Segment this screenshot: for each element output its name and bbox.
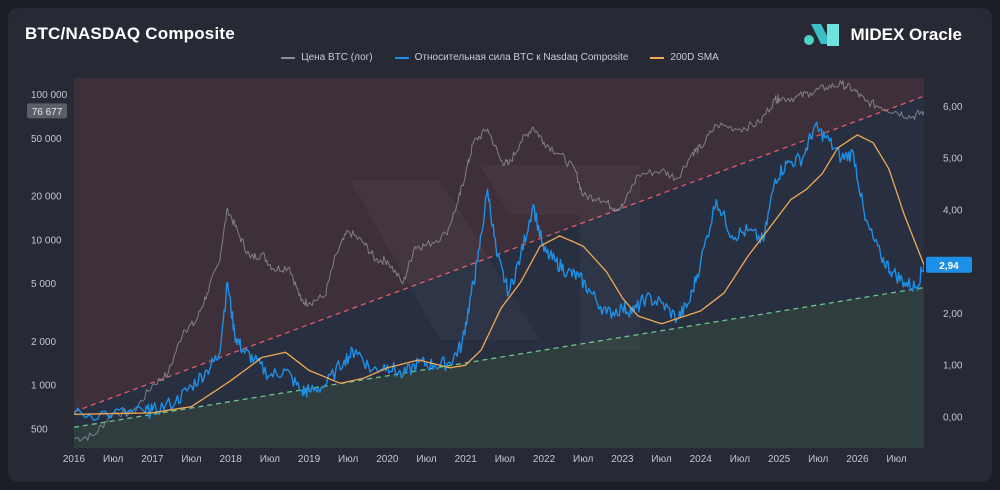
x-axis-tick-label: 2020 [376, 454, 399, 465]
x-axis-tick-label: 2026 [846, 454, 869, 465]
legend-swatch [394, 56, 409, 59]
btc-price-line [74, 80, 924, 442]
right-axis-tick-label: 2,00 [943, 309, 963, 320]
x-axis-tick-label: Июл [495, 454, 515, 465]
x-axis-tick-label: 2025 [768, 454, 791, 465]
x-axis-tick-label: Июл [416, 454, 436, 465]
left-axis-tick-label: 1 000 [31, 381, 56, 392]
x-axis-tick-label: 2016 [63, 454, 86, 465]
sma-200d-line [74, 134, 924, 416]
x-axis-tick-label: 2019 [298, 454, 321, 465]
legend-label: 200D SMA [670, 52, 719, 63]
midex-logo-icon [803, 24, 839, 46]
left-current-value: 76 677 [32, 107, 63, 118]
x-axis-tick-label: Июл [338, 454, 358, 465]
left-axis-tick-label: 100 000 [31, 90, 68, 101]
right-axis-tick-label: 0,00 [943, 412, 963, 423]
legend-swatch [650, 56, 665, 59]
right-current-badge [926, 256, 972, 273]
chart-legend: Цена BTC (лог) Относительная сила BTC к … [0, 52, 1000, 63]
x-axis-tick-label: 2017 [141, 454, 164, 465]
chart-title: BTC/NASDAQ Composite [25, 24, 235, 43]
left-axis-tick-label: 2 000 [31, 337, 56, 348]
relative-strength-line [74, 121, 924, 421]
right-current-value: 2,94 [939, 261, 959, 272]
middle-channel-zone [74, 96, 924, 428]
left-axis-tick-label: 5 000 [31, 279, 56, 290]
x-axis-tick-label: 2018 [220, 454, 243, 465]
right-axis-tick-label: 5,00 [943, 154, 963, 165]
left-axis-tick-label: 500 [31, 424, 48, 435]
x-axis-tick-label: 2022 [533, 454, 556, 465]
right-axis-tick-label: 1,00 [943, 361, 963, 372]
legend-label: Относительная сила BTC к Nasdaq Composit… [414, 52, 629, 63]
x-axis-tick-label: Июл [181, 454, 201, 465]
left-axis-tick-label: 20 000 [31, 192, 62, 203]
legend-label: Цена BTC (лог) [301, 52, 373, 63]
upper-trendline [74, 95, 924, 413]
right-axis-tick-label: 6,00 [943, 102, 963, 113]
legend-swatch [281, 56, 296, 59]
right-axis-tick-label: 4,00 [943, 205, 963, 216]
x-axis-tick-label: Июл [260, 454, 280, 465]
x-axis-tick-label: Июл [730, 454, 750, 465]
legend-item-relative-strength[interactable]: Относительная сила BTC к Nasdaq Composit… [394, 52, 629, 63]
x-axis-tick-label: Июл [886, 454, 906, 465]
left-axis-tick-label: 10 000 [31, 235, 62, 246]
x-axis-tick-label: Июл [651, 454, 671, 465]
x-axis-tick-label: 2024 [690, 454, 713, 465]
lower-channel-zone [74, 287, 924, 448]
x-axis-tick-label: 2023 [611, 454, 634, 465]
left-axis-tick-label: 50 000 [31, 134, 62, 145]
legend-item-btc-price[interactable]: Цена BTC (лог) [281, 52, 373, 63]
x-axis-tick-label: Июл [573, 454, 593, 465]
left-current-badge [27, 103, 67, 119]
brand-name: MIDEX Oracle [850, 25, 963, 44]
x-axis-tick-label: Июл [808, 454, 828, 465]
upper-channel-zone [74, 78, 924, 412]
chart-panel [8, 8, 992, 482]
brand: MIDEX Oracle [803, 22, 963, 48]
x-axis-tick-label: 2021 [455, 454, 478, 465]
x-axis-tick-label: Июл [103, 454, 123, 465]
legend-item-200d-sma[interactable]: 200D SMA [650, 52, 719, 63]
